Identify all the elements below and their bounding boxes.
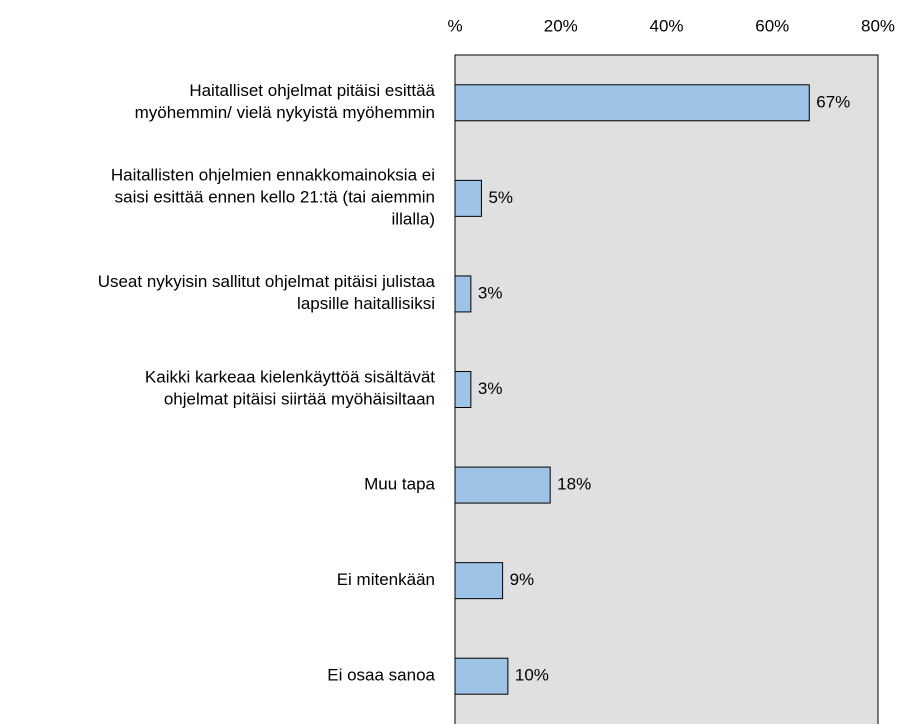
bar: [454, 371, 472, 408]
category-label: Haitallisten ohjelmien ennakkomainoksia …: [111, 166, 435, 229]
value-label: 67%: [816, 92, 850, 111]
category-label: Muu tapa: [364, 475, 435, 494]
plot-area: [454, 54, 879, 724]
x-tick-label: 40%: [649, 16, 683, 35]
category-label: Kaikki karkeaa kielenkäyttöä sisältävät o…: [145, 368, 435, 409]
value-label: 18%: [557, 475, 591, 494]
bar: [454, 466, 551, 504]
bar: [454, 275, 472, 313]
value-label: 5%: [488, 188, 513, 207]
category-label: Useat nykyisin sallitut ohjelmat pitäisi…: [98, 272, 436, 313]
bar: [454, 657, 509, 695]
category-label: Haitalliset ohjelmat pitäisi esittää myöh…: [135, 81, 436, 122]
value-label: 3%: [478, 379, 503, 398]
x-tick-label: 20%: [544, 16, 578, 35]
value-label: 10%: [515, 666, 549, 685]
x-tick-label: 80%: [861, 16, 895, 35]
x-tick-label: %: [447, 16, 462, 35]
category-label: Ei mitenkään: [337, 570, 435, 589]
bar: [454, 179, 482, 217]
bar: [454, 562, 504, 600]
category-label: Ei osaa sanoa: [327, 666, 435, 685]
value-label: 3%: [478, 283, 503, 302]
x-tick-label: 60%: [755, 16, 789, 35]
value-label: 9%: [510, 570, 535, 589]
bar: [454, 84, 810, 122]
